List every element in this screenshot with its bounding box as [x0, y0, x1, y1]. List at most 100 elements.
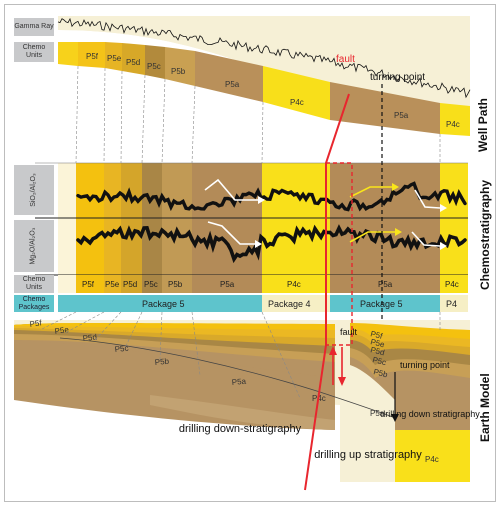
model-unit-label: P5a — [370, 409, 385, 418]
model-well-trajectory — [59, 337, 396, 419]
chemo-unit-label: P5d — [123, 280, 137, 289]
fault-label: fault — [336, 54, 355, 65]
package-4-bar — [262, 295, 330, 312]
layer-p4c-right — [395, 430, 470, 482]
well-unit-label: P5b — [171, 67, 186, 76]
chemo-col-p4c — [262, 163, 330, 275]
well-unit-labels: P5f P5e P5d P5c P5b P5a P4c P5a P4c — [86, 52, 460, 129]
model-unit-label: P5c — [114, 344, 129, 354]
well-unit-label: P5a — [394, 111, 409, 120]
model-unit-label: P4c — [425, 455, 439, 464]
drilling-annotations: drilling down-stratigraphy drilling up s… — [179, 409, 480, 461]
package-p4-bar — [440, 295, 468, 312]
package-label: Package 5 — [360, 299, 403, 309]
package-labels: Package 5 Package 4 Package 5 P4 — [142, 299, 457, 309]
well-unit-p5b — [165, 47, 195, 86]
chemo-unit-label: P5b — [168, 280, 183, 289]
chemo-packages-label: Chemo Packages — [14, 295, 54, 312]
well-unit-label: P5c — [147, 62, 161, 71]
package-5-bar-2 — [330, 295, 440, 312]
chemo-unit-label: P5a — [220, 280, 235, 289]
model-unit-label: P5c — [372, 355, 388, 367]
mg-al-series — [76, 224, 467, 264]
well-unit-p5a-2 — [330, 82, 440, 134]
well-unit-p4c — [263, 66, 330, 120]
trend-arrows — [204, 178, 447, 250]
chemo-col-p5c — [142, 163, 162, 275]
chemo-unit-label: P5c — [144, 280, 158, 289]
chemo-unit-label: P5a — [378, 280, 393, 289]
model-unit-label: P5f — [370, 329, 385, 341]
well-unit-label: P5a — [225, 80, 240, 89]
model-unit-label: P5e — [54, 325, 70, 336]
chemo-unit-labels: P5f P5e P5d P5c P5b P5a P4c P5a P4c — [82, 280, 459, 289]
fault-label-model: fault — [340, 327, 358, 337]
well-units-band — [58, 42, 470, 136]
layer-p5f-left — [14, 323, 335, 330]
si-al-series — [76, 181, 467, 212]
well-path-title: Well Path — [476, 98, 490, 152]
mg-al-label: Mg₂O/Al₂O₃ — [29, 227, 37, 265]
well-unit-p5a — [195, 51, 263, 102]
package-5-bar — [58, 295, 262, 312]
well-unit-p5f — [78, 42, 105, 68]
model-unit-label: P5b — [154, 357, 170, 367]
chemo-col-p5a — [192, 163, 262, 275]
chemo-col-p5f — [76, 163, 104, 275]
chemo-units-label-top: Chemo Units — [14, 42, 54, 62]
model-unit-label: P5e — [370, 337, 387, 349]
gamma-ray-label: Gamma Ray — [14, 18, 54, 36]
trend-arrow-si-yellow — [349, 186, 392, 198]
model-unit-label: P5b — [373, 367, 390, 379]
earth-model-title: Earth Model — [478, 373, 492, 442]
trend-arrow-mg-white — [207, 221, 255, 245]
well-unit-p4c-2 — [440, 103, 470, 136]
well-unit-p5e — [105, 42, 122, 71]
well-unit-p5c — [145, 45, 165, 79]
layer-p5f-right — [350, 323, 470, 339]
model-unit-label: P5d — [370, 345, 386, 357]
chemo-units-row — [58, 275, 468, 293]
chemo-col-p5e — [104, 163, 121, 275]
chemo-col-p5d — [121, 163, 142, 275]
package-label: Package 4 — [268, 299, 311, 309]
drilling-up-label: drilling up stratigraphy — [314, 449, 422, 461]
trend-arrow-si-white-2 — [414, 189, 441, 209]
chemo-col-p5a-2 — [330, 163, 440, 275]
chemo-units-label-mid: Chemo Units — [14, 275, 54, 293]
model-unit-label: P5d — [82, 333, 97, 343]
model-unit-label: P5a — [231, 377, 247, 387]
si-al-label: SiO₂/Al₂O₃ — [29, 173, 37, 207]
drilling-down-label-1: drilling down-stratigraphy — [179, 423, 302, 435]
si-al-axis-box: SiO₂/Al₂O₃ — [14, 165, 54, 215]
chemo-unit-label: P4c — [445, 280, 459, 289]
turning-point-label-model: turning point — [400, 360, 450, 370]
well-unit-p5d — [122, 43, 145, 75]
model-unit-label: P5f — [29, 318, 43, 329]
layer-p5a-mass — [14, 340, 335, 430]
turning-point-arrow-model — [391, 414, 399, 422]
chemostratigraphy-title: Chemostratigraphy — [478, 179, 492, 290]
drilling-down-right-label: drilling down stratigraphy — [380, 409, 480, 419]
well-unit-label: P5e — [107, 54, 122, 63]
trend-arrow-mg-white-2 — [411, 231, 441, 247]
package-label: Package 5 — [142, 299, 185, 309]
chemo-unit-label: P5e — [105, 280, 120, 289]
well-unit-label: P5f — [86, 52, 99, 61]
well-unit-label: P5d — [126, 58, 140, 67]
chemo-unit-label: P4c — [287, 280, 301, 289]
package-label: P4 — [446, 299, 457, 309]
trend-arrow-mg-yellow — [349, 231, 395, 243]
well-unit-label: P4c — [446, 120, 460, 129]
earth-right-block — [350, 323, 470, 482]
turning-point-label: turning point — [370, 72, 425, 83]
chemo-unit-label: P5f — [82, 280, 95, 289]
gamma-ray-curve — [57, 17, 471, 99]
chemo-col-p5b — [162, 163, 192, 275]
trend-arrow-si-white — [204, 178, 258, 201]
connector-lines — [39, 65, 441, 399]
mg-al-axis-box: Mg₂O/Al₂O₃ — [14, 220, 54, 272]
chemo-packages-row — [58, 295, 468, 312]
chemo-col-p4c-2 — [440, 163, 468, 275]
